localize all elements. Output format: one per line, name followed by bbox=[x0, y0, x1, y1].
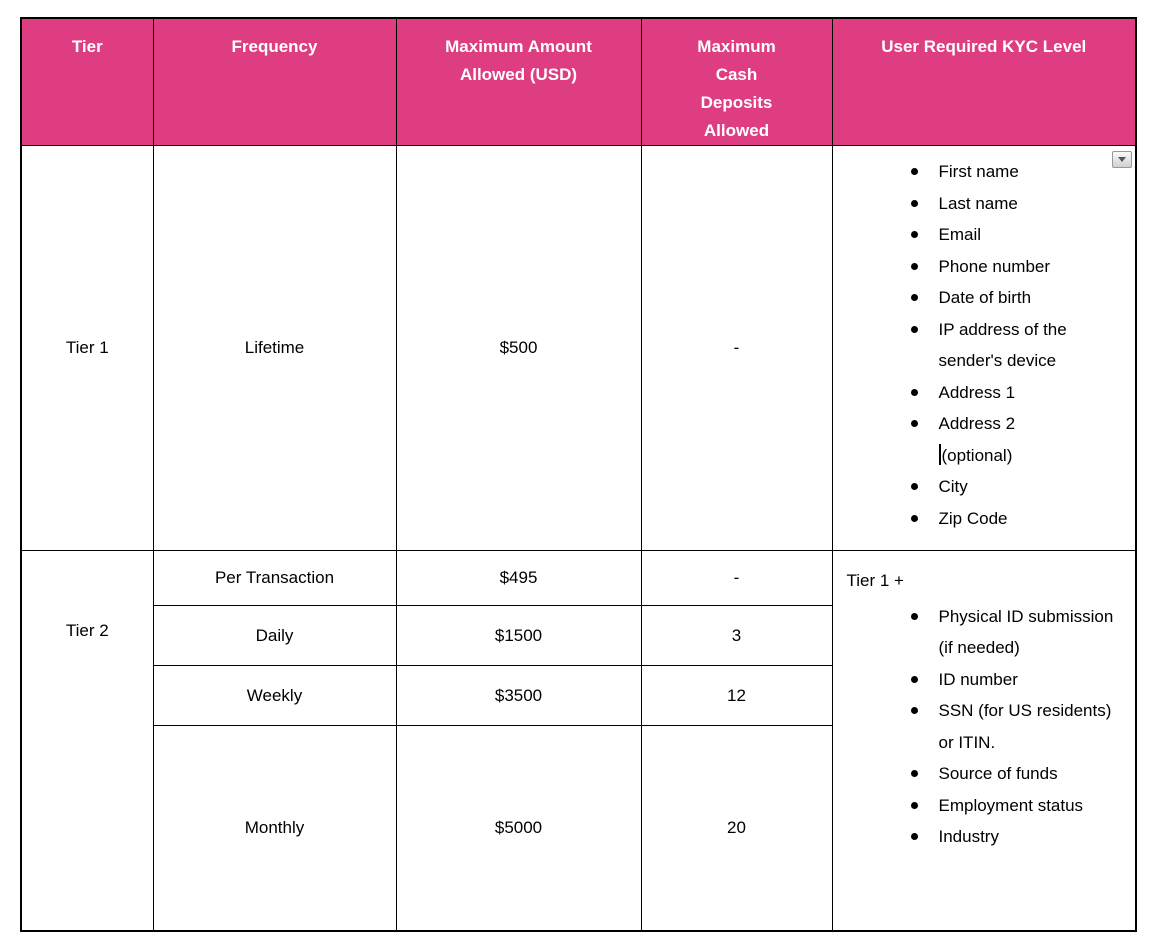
kyc-item: First name bbox=[839, 156, 1128, 188]
kyc-item: Address 1 bbox=[839, 377, 1128, 409]
kyc-item-text: (optional) bbox=[941, 445, 1013, 465]
tier1-max-deposits-cell[interactable]: - bbox=[640, 145, 833, 551]
kyc-limits-table: Tier Frequency Maximum Amount Allowed (U… bbox=[20, 17, 1137, 932]
kyc-item: City bbox=[839, 471, 1128, 503]
tier1-label-cell[interactable]: Tier 1 bbox=[20, 145, 154, 551]
tier2-max-deposits-cell[interactable]: 12 bbox=[640, 665, 833, 726]
tier2-frequency-cell[interactable]: Weekly bbox=[152, 665, 397, 726]
kyc-item: Last name bbox=[839, 188, 1128, 220]
kyc-item-address2: Address 2 (optional) bbox=[839, 408, 1128, 471]
tier1-max-amount-cell[interactable]: $500 bbox=[395, 145, 642, 551]
kyc-item: Source of funds bbox=[839, 758, 1128, 790]
kyc-item-text: Address 2 bbox=[938, 414, 1016, 433]
tier2-max-amount-cell[interactable]: $495 bbox=[395, 550, 642, 606]
tier2-label-cell[interactable]: Tier 2 bbox=[20, 550, 154, 931]
kyc-item: Physical ID submission (if needed) bbox=[839, 601, 1128, 664]
kyc-item: Phone number bbox=[839, 251, 1128, 283]
tier2-row-daily: Daily $1500 3 bbox=[21, 605, 1136, 666]
kyc-item: Employment status bbox=[839, 790, 1128, 822]
tier2-max-deposits-cell[interactable]: - bbox=[640, 550, 833, 606]
tier2-kyc-list: Physical ID submission (if needed) ID nu… bbox=[839, 597, 1128, 853]
tier1-kyc-list: First name Last name Email Phone number … bbox=[839, 152, 1128, 534]
tier2-max-amount-cell[interactable]: $1500 bbox=[395, 605, 642, 666]
col-header-kyc-level[interactable]: User Required KYC Level bbox=[831, 17, 1137, 146]
tier1-frequency-cell[interactable]: Lifetime bbox=[152, 145, 397, 551]
dropdown-arrow-icon[interactable] bbox=[1112, 151, 1132, 168]
tier2-frequency-cell[interactable]: Daily bbox=[152, 605, 397, 666]
kyc-item: Zip Code bbox=[839, 503, 1128, 535]
tier1-kyc-cell[interactable]: First name Last name Email Phone number … bbox=[831, 145, 1137, 551]
tier2-row-per-transaction: Tier 2 Per Transaction $495 - Tier 1 + P… bbox=[20, 550, 1137, 931]
tier2-frequency-cell[interactable]: Per Transaction bbox=[152, 550, 397, 606]
tier2-max-deposits-cell[interactable]: 20 bbox=[640, 725, 833, 931]
col-header-max-cash-deposits[interactable]: Maximum Cash Deposits Allowed bbox=[640, 17, 833, 146]
tier2-max-amount-cell[interactable]: $5000 bbox=[395, 725, 642, 931]
tier2-frequency-cell[interactable]: Monthly bbox=[152, 725, 397, 931]
tier2-kyc-prefix: Tier 1 + bbox=[846, 571, 904, 590]
col-header-tier[interactable]: Tier bbox=[20, 17, 154, 146]
kyc-item: Date of birth bbox=[839, 282, 1128, 314]
kyc-item: Email bbox=[839, 219, 1128, 251]
tier2-max-amount-cell[interactable]: $3500 bbox=[395, 665, 642, 726]
tier2-row-monthly: Monthly $5000 20 bbox=[21, 725, 1136, 931]
tier2-row-weekly: Weekly $3500 12 bbox=[21, 665, 1136, 726]
kyc-item: Industry bbox=[839, 821, 1128, 853]
tier2-max-deposits-cell[interactable]: 3 bbox=[640, 605, 833, 666]
col-header-max-amount[interactable]: Maximum Amount Allowed (USD) bbox=[395, 17, 642, 146]
header-row: Tier Frequency Maximum Amount Allowed (U… bbox=[20, 17, 1137, 146]
kyc-item: SSN (for US residents) or ITIN. bbox=[839, 695, 1128, 758]
tier1-row: Tier 1 Lifetime $500 - First name Last n… bbox=[20, 145, 1137, 551]
kyc-item: IP address of the sender's device bbox=[839, 314, 1128, 377]
text-cursor-icon bbox=[938, 443, 941, 465]
tier2-kyc-cell[interactable]: Tier 1 + Physical ID submission (if need… bbox=[831, 550, 1137, 931]
kyc-item: ID number bbox=[839, 664, 1128, 696]
col-header-frequency[interactable]: Frequency bbox=[152, 17, 397, 146]
